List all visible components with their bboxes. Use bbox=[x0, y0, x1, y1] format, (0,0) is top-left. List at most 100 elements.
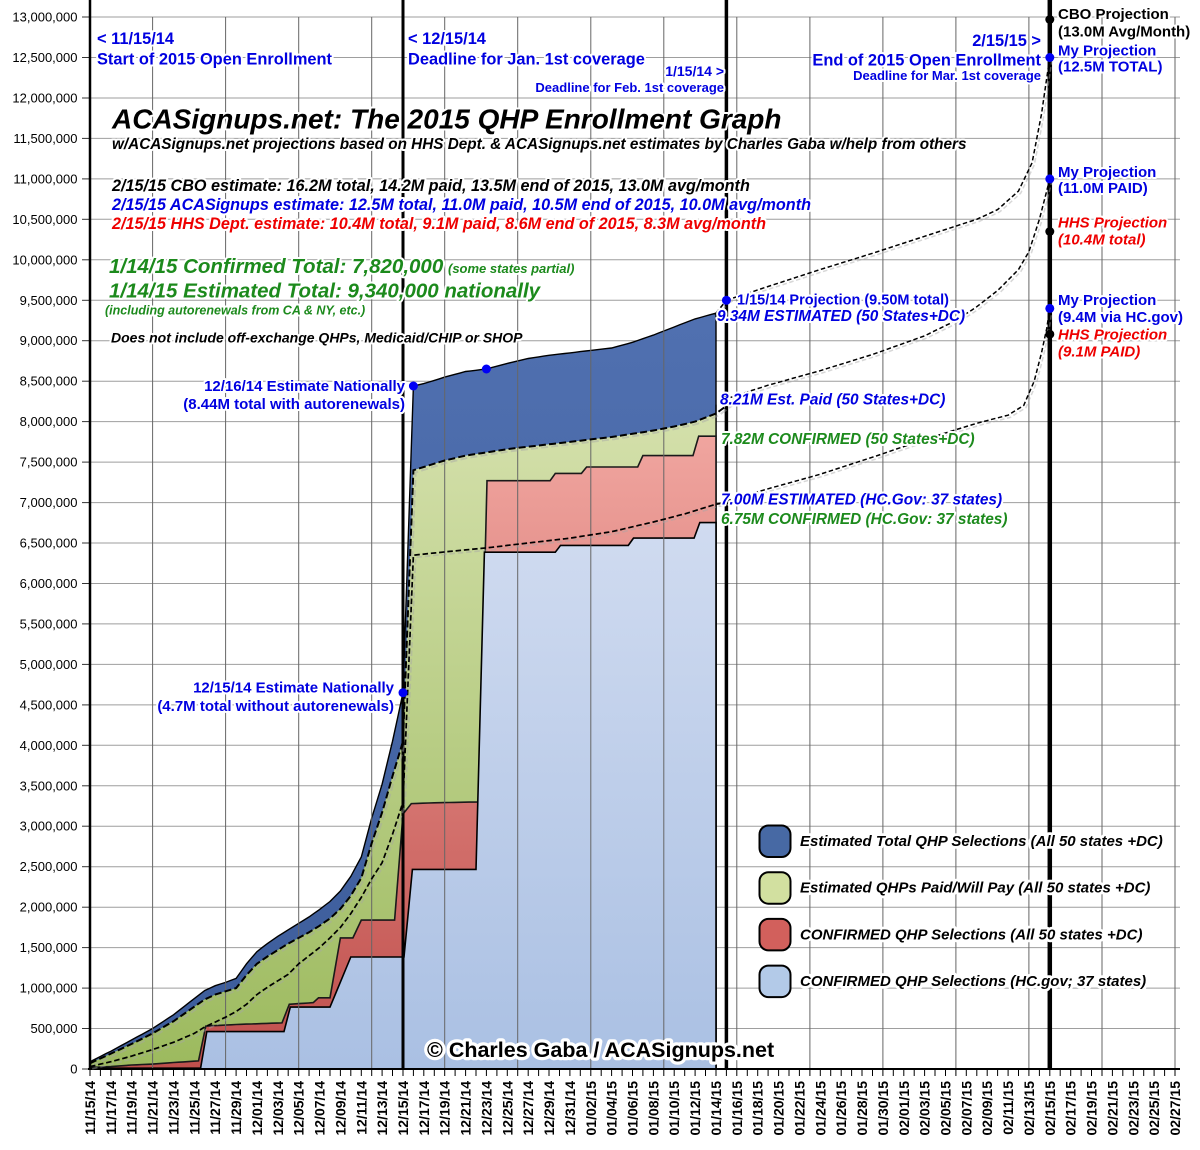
svg-text:8,000,000: 8,000,000 bbox=[20, 414, 78, 429]
svg-text:ACASignups.net: The 2015 QHP E: ACASignups.net: The 2015 QHP Enrollment … bbox=[111, 104, 782, 135]
svg-text:01/08/15: 01/08/15 bbox=[645, 1081, 661, 1136]
svg-text:01/24/15: 01/24/15 bbox=[812, 1081, 828, 1136]
svg-text:w/ACASignups.net projections b: w/ACASignups.net projections based on HH… bbox=[112, 136, 967, 153]
svg-text:01/26/15: 01/26/15 bbox=[833, 1081, 849, 1136]
svg-text:11/23/14: 11/23/14 bbox=[166, 1081, 182, 1135]
svg-text:11/17/14: 11/17/14 bbox=[103, 1081, 119, 1135]
svg-text:CBO Projection: CBO Projection bbox=[1058, 6, 1169, 23]
svg-text:11/21/14: 11/21/14 bbox=[145, 1081, 161, 1135]
svg-text:(12.5M TOTAL): (12.5M TOTAL) bbox=[1058, 59, 1162, 76]
svg-text:7,500,000: 7,500,000 bbox=[20, 455, 78, 470]
svg-text:5,000,000: 5,000,000 bbox=[20, 657, 78, 672]
svg-text:My Projection: My Projection bbox=[1058, 164, 1156, 181]
svg-text:12/11/14: 12/11/14 bbox=[353, 1081, 369, 1135]
svg-text:10,500,000: 10,500,000 bbox=[12, 212, 77, 227]
svg-text:1,000,000: 1,000,000 bbox=[20, 981, 78, 996]
svg-text:02/05/15: 02/05/15 bbox=[938, 1081, 954, 1136]
svg-text:500,000: 500,000 bbox=[31, 1021, 78, 1036]
svg-text:(13.0M Avg/Month): (13.0M Avg/Month) bbox=[1058, 24, 1190, 41]
svg-text:02/03/15: 02/03/15 bbox=[917, 1081, 933, 1136]
svg-text:CONFIRMED QHP Selections (All: CONFIRMED QHP Selections (All 50 states … bbox=[800, 926, 1142, 943]
svg-text:(8.44M total with autorenewals: (8.44M total with autorenewals) bbox=[183, 396, 405, 413]
svg-text:12/16/14 Estimate Nationally: 12/16/14 Estimate Nationally bbox=[204, 378, 406, 395]
svg-text:My Projection: My Projection bbox=[1058, 43, 1156, 60]
svg-text:2/15/15 >: 2/15/15 > bbox=[972, 32, 1041, 50]
svg-text:12,500,000: 12,500,000 bbox=[12, 50, 77, 65]
svg-text:10,000,000: 10,000,000 bbox=[12, 252, 77, 267]
svg-text:12/25/14: 12/25/14 bbox=[499, 1081, 515, 1136]
svg-text:1/14/15 Confirmed Total: 7,820: 1/14/15 Confirmed Total: 7,820,000 bbox=[109, 255, 444, 278]
svg-text:12,000,000: 12,000,000 bbox=[12, 91, 77, 106]
svg-text:1,500,000: 1,500,000 bbox=[20, 940, 78, 955]
svg-text:< 11/15/14: < 11/15/14 bbox=[97, 30, 175, 48]
svg-text:7.82M CONFIRMED (50 States+DC): 7.82M CONFIRMED (50 States+DC) bbox=[721, 431, 975, 448]
svg-text:(some states partial): (some states partial) bbox=[448, 261, 574, 276]
svg-text:13,000,000: 13,000,000 bbox=[12, 10, 77, 25]
svg-text:12/23/14: 12/23/14 bbox=[478, 1081, 494, 1136]
svg-text:Does not include off-exchange: Does not include off-exchange QHPs, Medi… bbox=[111, 330, 523, 346]
svg-text:3,000,000: 3,000,000 bbox=[20, 819, 78, 834]
svg-text:02/17/15: 02/17/15 bbox=[1063, 1081, 1079, 1136]
svg-text:HHS Projection: HHS Projection bbox=[1058, 215, 1167, 232]
svg-text:12/13/14: 12/13/14 bbox=[374, 1081, 390, 1136]
svg-text:01/16/15: 01/16/15 bbox=[729, 1081, 745, 1136]
svg-text:12/01/14: 12/01/14 bbox=[249, 1081, 265, 1136]
svg-text:02/21/15: 02/21/15 bbox=[1104, 1081, 1120, 1136]
svg-text:Start of 2015 Open Enrollment: Start of 2015 Open Enrollment bbox=[97, 51, 333, 69]
svg-text:9.34M ESTIMATED (50 States+DC): 9.34M ESTIMATED (50 States+DC) bbox=[717, 308, 965, 325]
svg-text:02/15/15: 02/15/15 bbox=[1042, 1081, 1058, 1136]
svg-text:My Projection: My Projection bbox=[1058, 292, 1156, 309]
svg-text:3,500,000: 3,500,000 bbox=[20, 778, 78, 793]
svg-text:End of 2015 Open Enrollment: End of 2015 Open Enrollment bbox=[812, 52, 1041, 70]
svg-text:9,000,000: 9,000,000 bbox=[20, 333, 78, 348]
svg-text:HHS Projection: HHS Projection bbox=[1058, 327, 1167, 344]
svg-text:11/29/14: 11/29/14 bbox=[228, 1081, 244, 1135]
svg-text:01/02/15: 01/02/15 bbox=[583, 1081, 599, 1136]
svg-text:4,500,000: 4,500,000 bbox=[20, 697, 78, 712]
svg-text:(10.4M total): (10.4M total) bbox=[1058, 232, 1146, 249]
svg-text:02/01/15: 02/01/15 bbox=[896, 1081, 912, 1136]
svg-text:12/03/14: 12/03/14 bbox=[270, 1081, 286, 1136]
svg-text:01/10/15: 01/10/15 bbox=[666, 1081, 682, 1136]
svg-text:01/04/15: 01/04/15 bbox=[604, 1081, 620, 1136]
svg-text:(9.1M PAID): (9.1M PAID) bbox=[1058, 344, 1140, 361]
svg-text:12/21/14: 12/21/14 bbox=[458, 1081, 474, 1136]
svg-text:1/15/14 Projection (9.50M tota: 1/15/14 Projection (9.50M total) bbox=[737, 293, 949, 309]
svg-text:01/30/15: 01/30/15 bbox=[875, 1081, 891, 1136]
svg-text:(including autorenewals from C: (including autorenewals from CA & NY, et… bbox=[105, 304, 365, 318]
svg-text:02/19/15: 02/19/15 bbox=[1084, 1081, 1100, 1136]
svg-text:02/09/15: 02/09/15 bbox=[979, 1081, 995, 1136]
svg-text:1/14/15 Estimated Total: 9,340: 1/14/15 Estimated Total: 9,340,000 natio… bbox=[109, 280, 542, 303]
svg-text:2,000,000: 2,000,000 bbox=[20, 900, 78, 915]
svg-text:02/07/15: 02/07/15 bbox=[958, 1081, 974, 1136]
svg-text:6,500,000: 6,500,000 bbox=[20, 536, 78, 551]
svg-text:12/17/14: 12/17/14 bbox=[416, 1081, 432, 1136]
svg-text:Deadline for Jan. 1st coverage: Deadline for Jan. 1st coverage bbox=[408, 51, 645, 69]
svg-text:4,000,000: 4,000,000 bbox=[20, 738, 78, 753]
svg-text:01/28/15: 01/28/15 bbox=[854, 1081, 870, 1136]
svg-text:11,500,000: 11,500,000 bbox=[13, 131, 77, 146]
svg-text:12/15/14 Estimate Nationally: 12/15/14 Estimate Nationally bbox=[193, 680, 395, 697]
svg-text:9,500,000: 9,500,000 bbox=[20, 293, 78, 308]
svg-text:0: 0 bbox=[70, 1062, 77, 1077]
svg-text:1/15/14 >: 1/15/14 > bbox=[665, 63, 724, 79]
svg-text:(4.7M total without autorenewa: (4.7M total without autorenewals) bbox=[157, 698, 394, 715]
svg-text:12/07/14: 12/07/14 bbox=[312, 1081, 328, 1136]
svg-text:2/15/15 HHS Dept. estimate: 10: 2/15/15 HHS Dept. estimate: 10.4M total,… bbox=[111, 215, 766, 233]
svg-text:6,000,000: 6,000,000 bbox=[20, 576, 78, 591]
svg-text:Deadline for Feb. 1st coverage: Deadline for Feb. 1st coverage bbox=[535, 80, 724, 95]
svg-text:(9.4M via HC.gov): (9.4M via HC.gov) bbox=[1058, 309, 1183, 326]
svg-text:12/19/14: 12/19/14 bbox=[437, 1081, 453, 1136]
svg-text:2/15/15 ACASignups estimate: 1: 2/15/15 ACASignups estimate: 12.5M total… bbox=[111, 196, 811, 214]
svg-text:< 12/15/14: < 12/15/14 bbox=[408, 30, 487, 48]
svg-text:11,000,000: 11,000,000 bbox=[13, 171, 77, 186]
svg-text:12/27/14: 12/27/14 bbox=[520, 1081, 536, 1136]
svg-text:12/15/14: 12/15/14 bbox=[395, 1081, 411, 1136]
svg-text:12/09/14: 12/09/14 bbox=[332, 1081, 348, 1136]
svg-text:02/11/15: 02/11/15 bbox=[1000, 1081, 1016, 1135]
svg-text:01/20/15: 01/20/15 bbox=[771, 1081, 787, 1136]
svg-text:12/05/14: 12/05/14 bbox=[291, 1081, 307, 1136]
svg-text:02/23/15: 02/23/15 bbox=[1125, 1081, 1141, 1136]
svg-text:Deadline for Mar. 1st coverage: Deadline for Mar. 1st coverage bbox=[853, 68, 1041, 83]
svg-text:CONFIRMED QHP Selections (HC.g: CONFIRMED QHP Selections (HC.gov; 37 sta… bbox=[800, 973, 1146, 990]
